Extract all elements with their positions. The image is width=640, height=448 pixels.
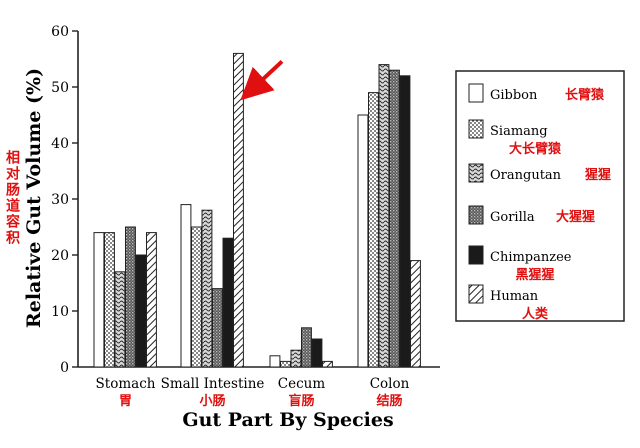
legend-label-cn: 猩猩 <box>584 167 611 183</box>
x-axis-title: Gut Part By Species <box>182 409 393 431</box>
legend-label: Gorilla <box>490 210 535 225</box>
y-axis-title: Relative Gut Volume (%) <box>23 68 45 328</box>
legend-label-cn: 黑猩猩 <box>515 267 554 283</box>
x-tick-label: Colon <box>370 376 410 392</box>
legend-label: Gibbon <box>490 88 538 103</box>
legend-box <box>455 70 625 322</box>
bar-chimpanzee-colon <box>399 75 411 368</box>
x-tick-label-cn: 盲肠 <box>288 393 314 409</box>
legend-label-cn: 人类 <box>522 306 549 322</box>
legend-swatch-siamang <box>468 119 484 139</box>
bar-siamang-cecum <box>280 360 291 368</box>
bar-gibbon-cecum <box>269 355 281 368</box>
legend-label-cn: 长臂猿 <box>565 87 605 103</box>
bar-gibbon-colon <box>357 114 369 368</box>
y-tick-label: 50 <box>51 80 69 96</box>
legend-swatch-orangutan <box>468 163 484 183</box>
y-tick-label: 10 <box>51 304 69 320</box>
x-tick-label-cn: 胃 <box>119 394 132 409</box>
bar-human-cecum <box>322 360 333 368</box>
legend-swatch-human <box>468 284 484 304</box>
bar-chimpanzee-small-intestine <box>222 237 234 368</box>
bars <box>93 52 421 368</box>
x-tick-label-cn: 结肠 <box>376 393 402 409</box>
bar-human-small-intestine <box>233 52 244 368</box>
y-axis-title-cn-text: 相对肠道容积 <box>4 149 21 246</box>
legend-swatch-gibbon <box>468 83 484 103</box>
bar-chimpanzee-stomach <box>135 254 147 368</box>
bar-gibbon-stomach <box>93 232 105 368</box>
bar-human-colon <box>410 260 421 368</box>
y-tick-label: 0 <box>60 360 69 376</box>
legend-label: Siamang <box>490 124 548 139</box>
legend-swatch-chimpanzee <box>468 245 484 265</box>
y-axis-title-cn: 相对肠道容积 <box>4 149 21 246</box>
legend-label-cn: 大猩猩 <box>556 209 595 225</box>
bar-siamang-colon <box>368 92 379 368</box>
bar-human-stomach <box>146 232 157 368</box>
bar-siamang-small-intestine <box>191 226 202 368</box>
x-tick-label: Cecum <box>278 376 326 392</box>
bar-orangutan-small-intestine <box>201 209 213 368</box>
bar-siamang-stomach <box>104 232 115 368</box>
legend-swatch-gorilla <box>468 205 484 225</box>
y-tick-label: 30 <box>51 192 69 208</box>
legend-label-cn: 大长臂猿 <box>509 141 562 157</box>
bar-orangutan-colon <box>378 64 390 368</box>
bar-orangutan-cecum <box>290 349 302 368</box>
annotation <box>240 59 284 101</box>
bar-gorilla-cecum <box>301 327 312 368</box>
bar-orangutan-stomach <box>114 271 126 368</box>
legend-label: Human <box>490 289 539 304</box>
bar-chimpanzee-cecum <box>311 338 323 368</box>
legend-label: Chimpanzee <box>490 250 572 265</box>
y-tick-label: 60 <box>51 24 69 40</box>
x-tick-label: Small Intestine <box>161 376 265 392</box>
bar-gibbon-small-intestine <box>180 204 192 368</box>
x-tick-label-cn: 小肠 <box>199 394 225 409</box>
bar-gorilla-colon <box>389 69 400 368</box>
red-arrow <box>240 59 284 101</box>
y-tick-label: 40 <box>51 136 69 152</box>
legend: Gibbon 长臂猿 Siamang 大长臂猿 Orangutan 猩猩 Gorilla 大猩… <box>455 70 625 322</box>
bar-gorilla-stomach <box>125 226 136 368</box>
y-tick-label: 20 <box>51 248 69 264</box>
legend-label: Orangutan <box>490 168 562 183</box>
x-tick-label: Stomach <box>96 376 156 392</box>
bar-gorilla-small-intestine <box>212 288 223 368</box>
